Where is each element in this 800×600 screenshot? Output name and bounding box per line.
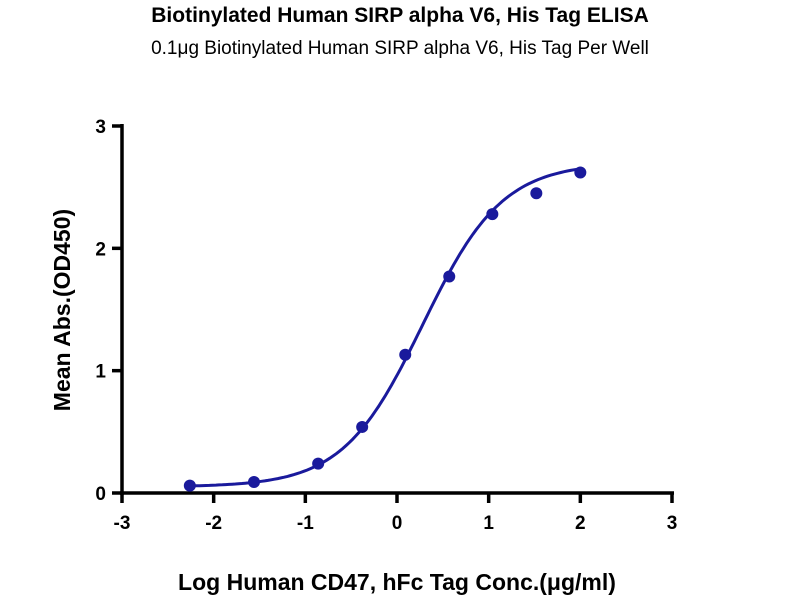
x-tick-label: -2 (205, 513, 222, 534)
fit-curve (189, 167, 581, 488)
y-axis-label: Mean Abs.(OD450) (49, 209, 75, 411)
data-point (183, 479, 196, 492)
data-point (399, 348, 412, 361)
y-tick-label: 3 (95, 117, 106, 138)
x-tick-label: -1 (297, 513, 314, 534)
x-tick-label: 1 (483, 513, 494, 534)
x-tick-label: 2 (575, 513, 586, 534)
x-tick-label: 0 (392, 513, 403, 534)
chart-subtitle: 0.1μg Biotinylated Human SIRP alpha V6, … (151, 38, 649, 59)
data-point (574, 166, 587, 179)
data-point (486, 208, 499, 221)
data-point (248, 475, 260, 488)
y-tick-label: 1 (95, 362, 106, 383)
x-tick-label: 3 (667, 513, 678, 534)
data-point (356, 420, 369, 433)
data-point (312, 457, 325, 470)
data-point (530, 187, 543, 200)
x-tick-label: -3 (114, 513, 131, 534)
x-axis-label: Log Human CD47, hFc Tag Conc.(μg/ml) (178, 569, 616, 595)
y-tick-label: 2 (95, 239, 106, 260)
data-point (443, 270, 456, 283)
chart-title: Biotinylated Human SIRP alpha V6, His Ta… (151, 4, 649, 27)
y-tick-label: 0 (95, 484, 106, 505)
